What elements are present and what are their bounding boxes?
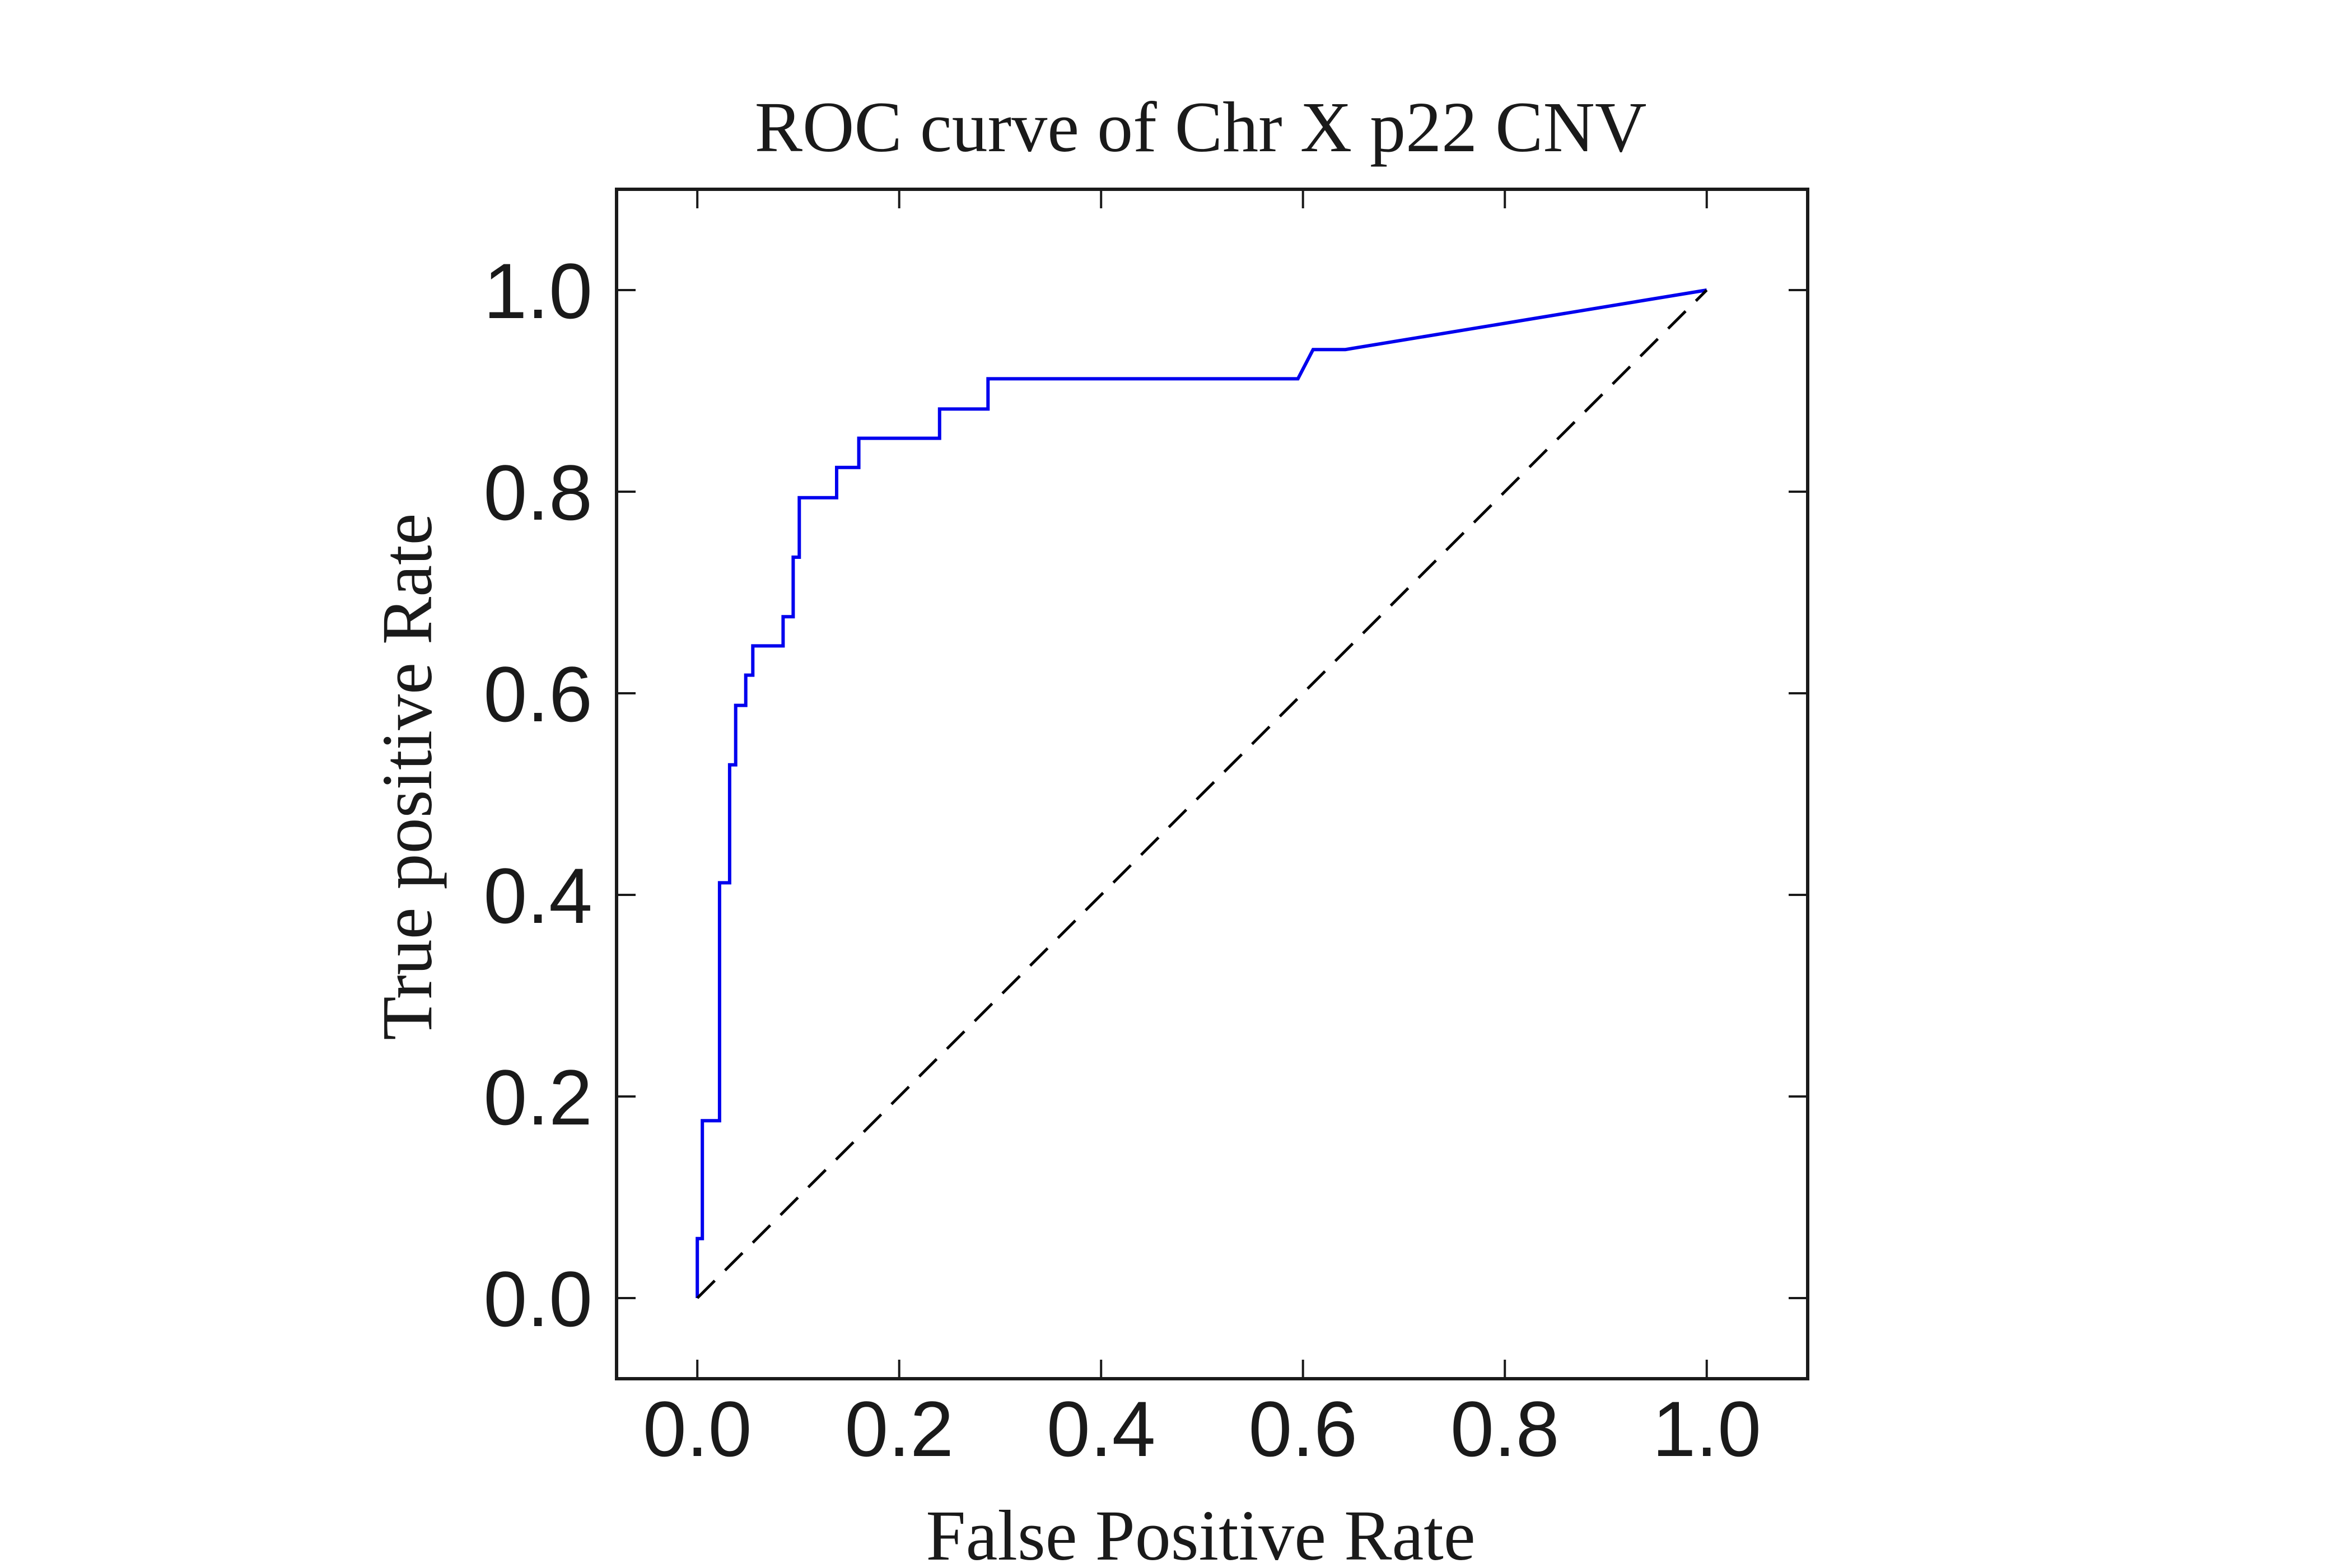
x-tick-label: 0.0 <box>643 1385 752 1473</box>
y-tick-label: 0.8 <box>483 449 592 536</box>
x-tick-label: 0.6 <box>1248 1385 1357 1473</box>
y-tick-label: 0.4 <box>483 852 592 940</box>
roc-curve-line <box>696 288 1707 1298</box>
plot-frame <box>615 188 1809 1380</box>
y-tick-label: 1.0 <box>483 247 592 335</box>
chart-title: ROC curve of Chr X p22 CNV <box>755 87 1647 167</box>
x-tick-label: 0.2 <box>844 1385 954 1473</box>
x-tick-label: 1.0 <box>1652 1385 1761 1473</box>
y-axis-label: True positive Rate <box>367 514 447 1040</box>
y-tick-label: 0.2 <box>483 1053 592 1141</box>
x-tick-label: 0.4 <box>1047 1385 1156 1473</box>
diagonal-reference-line <box>696 289 1708 1299</box>
x-tick-label: 0.8 <box>1450 1385 1560 1473</box>
plot-area: 0.0 0.2 0.4 0.6 0.8 1.0 0.0 0.2 0.4 0.6 0.8 1.0 <box>483 188 1809 1473</box>
y-tick-label: 0.0 <box>483 1255 592 1343</box>
y-tick-label: 0.6 <box>483 650 592 738</box>
x-axis-label: False Positive Rate <box>926 1496 1475 1568</box>
